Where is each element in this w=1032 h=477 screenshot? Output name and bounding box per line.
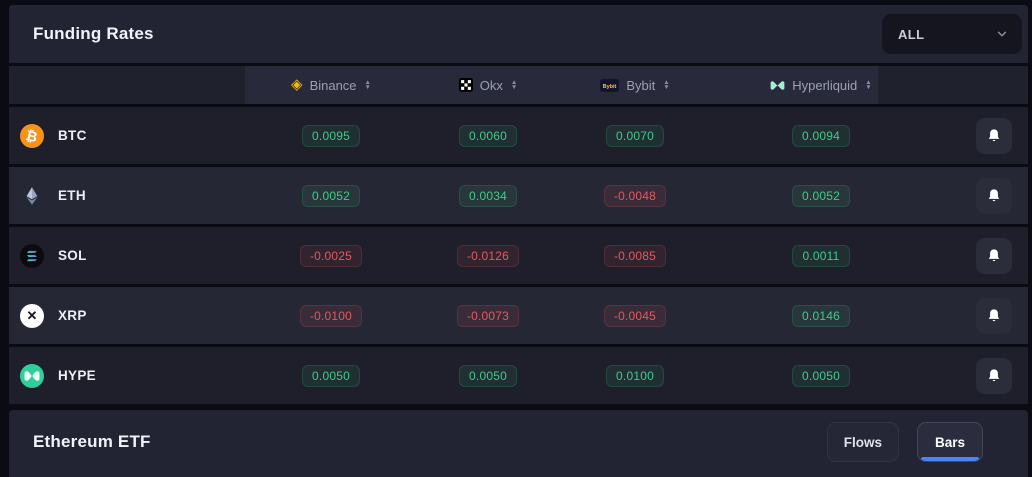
sort-icon: ▲ ▼ [865,78,872,91]
asset-label: ETH [58,188,86,203]
xrp-icon: ✕ [20,303,44,328]
btc-icon: ₿ [20,123,44,148]
table-row-sol[interactable]: SOL -0.0025 -0.0126 -0.0085 0.0011 [9,227,1028,284]
rate-badge: 0.0011 [792,244,850,267]
rate-badge: 0.0050 [459,364,517,387]
alert-bell-button[interactable] [976,297,1012,334]
table-row-xrp[interactable]: ✕ XRP -0.0100 -0.0073 -0.0045 0.0146 [9,287,1028,344]
asset-label: BTC [58,128,87,143]
bell-icon [988,128,1000,141]
asset-cell: ✕ XRP [9,303,245,328]
asset-cell: ₿ BTC [9,123,245,148]
rate-badge: 0.0146 [792,304,850,327]
bell-icon [988,308,1000,321]
rate-badge: 0.0070 [606,124,664,147]
rate-badge: -0.0045 [603,304,667,327]
rate-badge: -0.0073 [456,304,520,327]
sol-icon [20,243,44,268]
okx-icon [458,78,473,92]
asset-cell: ETH [9,184,245,208]
alert-bell-button[interactable] [976,237,1012,274]
binance-icon: ◈ [291,76,303,93]
rate-badge: 0.0052 [792,184,850,207]
page-title: Funding Rates [33,24,154,43]
bell-icon [988,248,1000,261]
column-label: Hyperliquid [792,77,858,93]
tab-bars[interactable]: Bars [917,422,983,462]
rate-badge: -0.0048 [603,184,667,207]
funding-rates-header: Funding Rates ALL [9,5,1028,63]
column-header-bybit[interactable]: Bybit Bybit ▲ ▼ [559,78,711,93]
column-label: Okx [479,77,503,93]
table-row-hype[interactable]: HYPE 0.0050 0.0050 0.0100 0.0050 [9,347,1028,404]
ethereum-etf-title: Ethereum ETF [33,432,151,451]
sort-icon: ▲ ▼ [663,78,670,91]
column-header-hyperliquid[interactable]: Hyperliquid ▲ ▼ [711,78,931,93]
dropdown-selected-value: ALL [898,26,925,42]
svg-text:Bybit: Bybit [603,84,617,90]
asset-label: SOL [58,248,87,263]
rate-badge: 0.0050 [792,364,850,387]
column-label: Bybit [626,77,656,93]
rate-badge: 0.0034 [459,184,517,207]
eth-icon [20,184,44,208]
rate-badge: 0.0100 [606,364,664,387]
chevron-down-icon [997,31,1007,37]
table-row-btc[interactable]: ₿ BTC 0.0095 0.0060 0.0070 0.0094 [9,107,1028,164]
table-header-row: ◈ Binance ▲ ▼ Okx ▲ ▼ Bybit Bybit ▲ ▼ Hyper… [9,66,1028,104]
bybit-icon: Bybit [600,78,620,92]
rate-badge: -0.0126 [456,244,520,267]
rate-badge: 0.0094 [792,124,850,147]
bell-icon [988,188,1000,201]
hyperliquid-icon [770,79,785,92]
alert-bell-button[interactable] [976,357,1012,394]
rate-badge: -0.0100 [299,304,363,327]
column-label: Binance [309,77,357,93]
hype-icon [20,363,44,388]
exchange-filter-dropdown[interactable]: ALL [882,14,1022,54]
sort-icon: ▲ ▼ [510,78,518,91]
table-row-eth[interactable]: ETH 0.0052 0.0034 -0.0048 0.0052 [9,167,1028,224]
rate-badge: 0.0050 [302,364,360,387]
bell-icon [988,368,1000,381]
asset-label: HYPE [58,368,96,383]
asset-label: XRP [58,308,87,323]
asset-cell: HYPE [9,363,245,388]
rate-badge: 0.0095 [302,124,360,147]
column-header-okx[interactable]: Okx ▲ ▼ [417,78,559,93]
alert-bell-button[interactable] [976,177,1012,214]
alert-bell-button[interactable] [976,117,1012,154]
column-header-binance[interactable]: ◈ Binance ▲ ▼ [245,76,417,93]
asset-cell: SOL [9,243,245,268]
rate-badge: 0.0060 [459,124,517,147]
ethereum-etf-header: Ethereum ETF Flows Bars [9,410,1028,477]
rate-badge: 0.0052 [302,184,360,207]
tab-flows[interactable]: Flows [826,422,899,462]
etf-tabs: Flows Bars [826,422,983,462]
rate-badge: -0.0025 [299,244,363,267]
rate-badge: -0.0085 [603,244,667,267]
sort-icon: ▲ ▼ [364,78,371,91]
